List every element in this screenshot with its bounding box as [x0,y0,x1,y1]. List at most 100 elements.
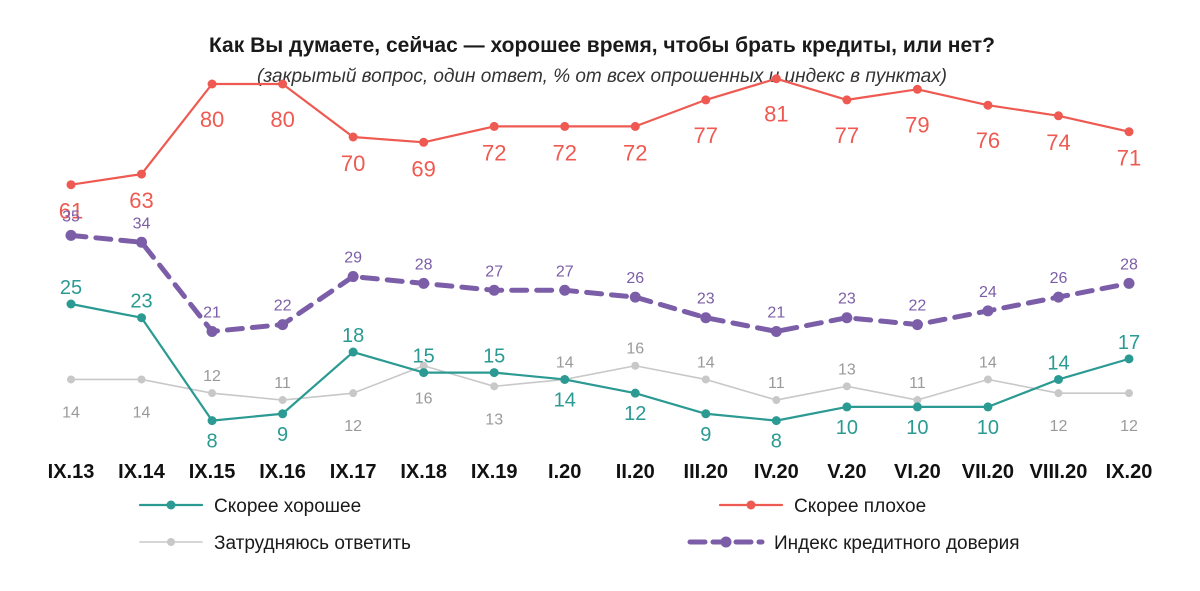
gray-series-point [490,382,499,391]
index-series-label: 26 [626,270,644,287]
good-series-label: 14 [1047,352,1069,374]
index-series-label: 21 [203,304,221,321]
chart-title: Как Вы думаете, сейчас — хорошее время, … [209,34,995,57]
good-series-point [419,368,429,378]
index-series-label: 22 [909,298,927,315]
good-series-label: 10 [836,417,858,439]
index-series-label: 35 [62,208,80,225]
gray-series-label: 11 [768,375,785,392]
good-series-line [69,302,1131,422]
good-series-label: 17 [1118,332,1140,354]
bad-series-label: 81 [764,102,788,127]
gray-series-label: 14 [62,404,80,421]
index-series-label: 24 [979,284,997,301]
bad-series-label: 77 [835,123,859,148]
good-series-point [560,374,570,384]
gray-series-point [913,396,922,405]
index-series-point [841,312,853,324]
good-series-point [348,347,358,357]
index-series-label: 23 [838,291,856,308]
index-series-point [629,291,641,303]
gray-series-label: 12 [1120,418,1138,435]
legend-label: Индекс кредитного доверия [774,533,1020,554]
good-series-point [912,402,922,412]
good-series-label: 18 [342,325,364,347]
gray-series-label: 11 [274,375,291,392]
legend-item-index: Индекс кредитного доверия [687,533,1020,554]
category-label: IV.20 [754,461,799,483]
legend-item-bad: Скорее плохое [718,496,926,517]
gray-series-label: 14 [697,354,715,371]
legend-item-gray: Затрудняюсь ответить [139,533,411,554]
bad-series-point [278,79,288,89]
index-series-label: 26 [1050,270,1068,287]
bad-series-label: 70 [341,151,365,176]
bad-series-label: 76 [976,128,1000,153]
legend-label: Скорее хорошее [214,496,361,517]
legend-swatch-marker [746,500,756,510]
chart-subtitle: (закрытый вопрос, один ответ, % от всех … [257,66,947,87]
index-series-label: 29 [344,250,362,267]
bad-series-point [630,121,640,131]
bad-series-label: 72 [552,140,576,165]
good-series-label: 10 [906,417,928,439]
gray-series-point [208,389,217,398]
index-series-point [911,319,923,331]
bad-series-label: 63 [129,188,153,213]
good-series-label: 25 [60,277,82,299]
gray-series-point [278,396,287,405]
index-series-label: 28 [1120,256,1138,273]
bad-series-label: 72 [623,140,647,165]
category-label: IX.19 [471,461,518,483]
bad-series-label: 74 [1046,130,1070,155]
gray-series-label: 12 [344,418,362,435]
bad-series-label: 77 [694,123,718,148]
gray-series-point [772,396,781,405]
gray-series-label: 13 [838,361,856,378]
index-series-point [65,229,77,241]
gray-series-point [701,375,710,384]
good-series-label: 12 [624,403,646,425]
gray-series-point [137,375,146,384]
category-axis: IX.13 IX.14 IX.15 IX.16 IX.17 IX.18 IX.19 I.20 I… [48,461,1153,483]
gray-series-point [1125,389,1133,398]
gray-series-label: 13 [485,411,503,428]
index-series-point [277,319,289,331]
good-series-label: 23 [130,291,152,313]
gray-series-point [983,375,992,384]
bad-series-point [66,180,76,190]
gray-series-point [67,375,75,384]
good-series-label: 9 [700,424,711,446]
good-series-point [1124,354,1134,364]
good-series-point [701,409,711,419]
legend-label: Затрудняюсь ответить [214,533,411,554]
bad-series-label: 61 [59,199,83,224]
legend-item-good: Скорее хорошее [138,496,361,517]
category-label: I.20 [548,461,581,483]
good-series-label: 8 [771,431,782,453]
category-label: IX.15 [189,461,236,483]
gray-series-label: 14 [556,354,574,371]
bad-series-line [69,77,1131,186]
index-series-label: 27 [556,263,574,280]
good-series-point [66,299,76,309]
category-label: II.20 [616,461,655,483]
good-series-label: 14 [554,389,576,411]
index-series-point [982,305,994,317]
index-series-label: 34 [133,215,151,232]
index-series-label: 28 [415,256,433,273]
gray-series-point [842,382,851,391]
category-label: VIII.20 [1030,461,1088,483]
bad-series-point [1053,111,1063,121]
gray-series-label: 14 [979,354,997,371]
gray-series-point [349,389,358,398]
bad-series-point [1124,127,1134,137]
bad-series-point [701,95,711,105]
good-series-label: 15 [413,346,435,368]
bad-series-label: 72 [482,140,506,165]
bad-series-label: 79 [905,112,929,137]
index-series-point [700,312,712,324]
bad-series-label: 80 [200,107,224,132]
category-label: IX.18 [400,461,447,483]
